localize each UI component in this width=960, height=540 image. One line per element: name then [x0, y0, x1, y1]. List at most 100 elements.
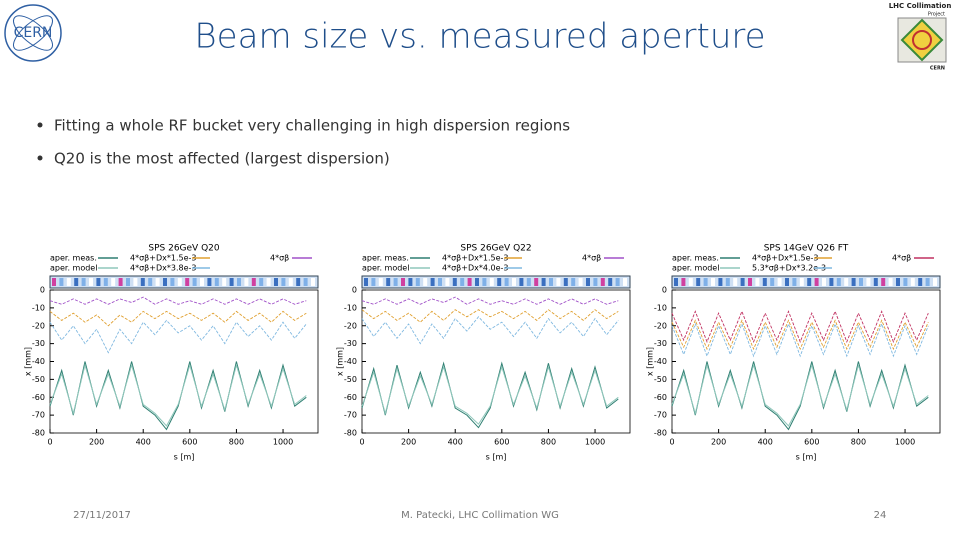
x-axis-label: s [m] — [796, 453, 817, 462]
element — [482, 278, 487, 286]
element — [170, 278, 175, 286]
y-tick-label: -80 — [344, 429, 357, 438]
element — [207, 278, 212, 286]
y-tick-label: -50 — [654, 375, 667, 384]
element — [829, 278, 834, 286]
y-tick-label: -10 — [32, 303, 45, 312]
element — [222, 278, 227, 286]
y-tick-label: -70 — [32, 411, 45, 420]
element — [733, 278, 738, 286]
series-line — [361, 296, 619, 305]
element — [563, 278, 568, 286]
series-line — [361, 309, 619, 323]
element — [274, 278, 278, 286]
element — [378, 278, 383, 286]
legend-label: 4*σβ — [582, 254, 601, 263]
series-line — [671, 310, 929, 344]
element — [185, 278, 190, 286]
y-tick-label: -30 — [344, 339, 357, 348]
element — [237, 278, 241, 286]
y-tick-label: -70 — [344, 411, 357, 420]
element — [296, 278, 301, 286]
element — [408, 278, 413, 286]
element — [460, 278, 465, 286]
element — [393, 278, 398, 286]
element — [688, 278, 693, 286]
legend-label: aper. model — [362, 264, 409, 273]
element — [445, 278, 450, 286]
legend-label: 5.3*σβ+Dx*3.2e-3 — [752, 264, 826, 273]
element — [873, 278, 878, 286]
element — [155, 278, 160, 286]
chart-title: SPS 26GeV Q20 — [148, 244, 220, 254]
x-tick-label: 600 — [182, 438, 197, 447]
element — [251, 278, 256, 286]
element — [148, 278, 153, 286]
legend-label: aper. model — [672, 264, 719, 273]
element — [475, 278, 479, 286]
element — [748, 278, 752, 286]
element — [534, 278, 539, 286]
y-tick-label: 0 — [352, 286, 357, 295]
series-line — [361, 365, 619, 425]
element — [59, 278, 64, 286]
element — [386, 278, 391, 286]
element — [519, 278, 524, 286]
element — [866, 278, 871, 286]
x-tick-label: 1000 — [585, 438, 605, 447]
y-tick-label: -40 — [654, 357, 667, 366]
element — [859, 278, 863, 286]
x-tick-label: 200 — [89, 438, 104, 447]
element — [571, 278, 576, 286]
element — [415, 278, 420, 286]
element — [401, 278, 405, 286]
x-tick-label: 1000 — [273, 438, 293, 447]
legend-label: 4*σβ — [270, 254, 289, 263]
element-strip — [671, 275, 941, 289]
legend-label: 4*σβ+Dx*1.5e-3 — [752, 254, 818, 263]
series-line — [49, 363, 307, 427]
element — [423, 278, 428, 286]
element — [844, 278, 849, 286]
bullet: Q20 is the most affected (largest disper… — [54, 150, 390, 168]
element — [497, 278, 502, 286]
element — [89, 278, 93, 286]
logo-text: Project — [928, 12, 945, 18]
element — [81, 278, 86, 286]
y-tick-label: -40 — [344, 357, 357, 366]
element — [214, 278, 219, 286]
element — [615, 278, 620, 286]
series-line — [49, 296, 307, 305]
element — [512, 278, 516, 286]
element — [711, 278, 715, 286]
element — [925, 278, 930, 286]
y-tick-label: -60 — [344, 393, 357, 402]
x-tick-label: 400 — [758, 438, 773, 447]
element — [593, 278, 598, 286]
element — [96, 278, 101, 286]
element — [814, 278, 819, 286]
legend-label: 4*σβ+Dx*1.5e-3 — [442, 254, 508, 263]
y-tick-label: -10 — [654, 303, 667, 312]
y-axis-label: x [mm] — [24, 347, 33, 376]
element — [438, 278, 442, 286]
element — [118, 278, 123, 286]
element — [177, 278, 182, 286]
y-tick-label: -80 — [32, 429, 45, 438]
y-tick-label: -60 — [654, 393, 667, 402]
cern-logo: CERN — [4, 4, 62, 62]
series-line — [671, 319, 929, 351]
element — [770, 278, 775, 286]
chart-title: SPS 14GeV Q26 FT — [764, 244, 849, 254]
x-tick-label: 1000 — [895, 438, 915, 447]
element — [600, 278, 605, 286]
element — [755, 278, 760, 286]
element — [281, 278, 286, 286]
element — [467, 278, 472, 286]
element — [504, 278, 509, 286]
element — [851, 278, 856, 286]
plot-frame — [671, 289, 941, 434]
element — [364, 278, 368, 286]
legend-label: 4*σβ+Dx*3.8e-3 — [130, 264, 196, 273]
element — [608, 278, 613, 286]
